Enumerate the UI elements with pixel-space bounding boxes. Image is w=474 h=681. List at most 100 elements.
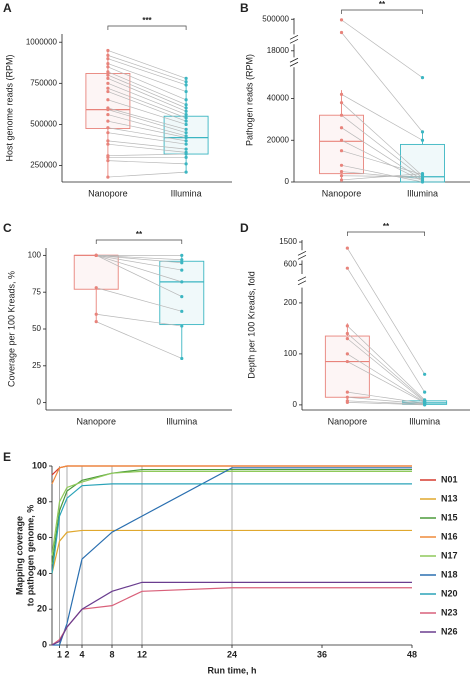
x-tick-label: 24 — [227, 649, 237, 659]
point — [180, 261, 184, 265]
x-tick-label: Nanopore — [322, 188, 362, 198]
pair-line — [347, 267, 425, 393]
axis-break — [289, 61, 299, 67]
point — [184, 116, 188, 120]
pair-line — [107, 58, 187, 86]
axis-break — [289, 38, 299, 44]
point — [420, 76, 425, 80]
y-tick-label: 100 — [28, 250, 42, 259]
box — [324, 335, 370, 398]
point — [339, 113, 344, 117]
point — [339, 149, 344, 153]
y-axis-label: Mapping coverage — [14, 516, 24, 595]
point — [106, 48, 110, 53]
point — [106, 73, 110, 77]
point — [345, 352, 349, 356]
point — [420, 130, 425, 134]
y-tick-label: 0 — [285, 177, 290, 186]
y-axis-label: Coverage per 100 Kreads, % — [6, 271, 16, 387]
point — [339, 92, 344, 96]
point — [423, 390, 427, 394]
y-tick-label: 200 — [284, 298, 298, 307]
pair-line — [107, 127, 187, 142]
series-line — [51, 465, 412, 485]
pair-line — [96, 321, 182, 359]
x-tick-label: Illumina — [409, 416, 440, 426]
series-line — [51, 483, 412, 574]
y-tick-label: 0 — [293, 400, 298, 409]
box — [73, 254, 119, 290]
y-axis-label: to pathogen genome, % — [25, 505, 35, 607]
significance-bracket — [347, 231, 425, 236]
y-tick-label: 20000 — [267, 135, 290, 144]
pair-line — [107, 91, 187, 122]
y-axis-label: Depth per 100 Kreads, fold — [246, 271, 256, 379]
y-tick-label: 18000 — [267, 46, 290, 55]
x-tick-label: 12 — [137, 649, 147, 659]
axis-break — [297, 276, 307, 282]
pair-line — [347, 325, 425, 401]
significance-bracket — [107, 25, 187, 30]
point — [184, 152, 188, 156]
x-tick-label: 48 — [407, 649, 417, 659]
significance: ** — [379, 0, 386, 9]
y-tick-label: 25 — [32, 361, 41, 370]
point — [345, 324, 349, 328]
point — [106, 57, 110, 61]
pair-line — [96, 255, 182, 271]
x-tick-label: Nanopore — [328, 416, 368, 426]
y-tick-label: 40000 — [267, 94, 290, 103]
y-tick-label: 75 — [32, 287, 41, 296]
legend-label: N15 — [441, 512, 458, 522]
pair-line — [107, 50, 187, 79]
point — [184, 127, 188, 131]
point — [184, 83, 188, 87]
point — [106, 98, 110, 102]
point — [106, 108, 110, 112]
pair-line — [107, 109, 187, 134]
point — [106, 89, 110, 94]
panel-letter: E — [3, 450, 11, 464]
axis-break — [289, 57, 299, 63]
point — [420, 138, 425, 142]
x-tick-label: 8 — [109, 649, 114, 659]
pair-line — [341, 127, 423, 181]
point — [345, 331, 349, 336]
point — [345, 359, 349, 364]
point — [345, 390, 349, 394]
point — [106, 81, 110, 85]
point — [106, 86, 110, 90]
significance: *** — [142, 16, 152, 25]
point — [420, 172, 425, 176]
pair-line — [347, 333, 425, 402]
pair-line — [107, 99, 187, 125]
pair-line — [96, 255, 182, 264]
pair-line — [341, 102, 423, 176]
legend-label: N16 — [441, 531, 458, 541]
pair-line — [341, 94, 423, 141]
x-tick-label: 2 — [64, 649, 69, 659]
box — [400, 143, 445, 183]
point — [180, 258, 184, 262]
point — [106, 119, 110, 123]
series-line — [51, 529, 412, 574]
y-tick-label: 60 — [37, 532, 47, 542]
legend-label: N23 — [441, 607, 458, 617]
y-tick-label: 1000000 — [26, 37, 58, 46]
point — [184, 89, 188, 94]
pair-line — [347, 353, 425, 403]
pair-line — [341, 19, 423, 78]
point — [339, 178, 344, 182]
y-tick-label: 20 — [37, 604, 47, 614]
point — [94, 312, 98, 316]
pair-line — [107, 87, 187, 119]
pair-line — [341, 150, 423, 176]
x-tick-label: 1 — [57, 649, 62, 659]
point — [339, 18, 344, 22]
pair-line — [107, 107, 187, 130]
point — [106, 126, 110, 130]
point — [339, 163, 344, 167]
point — [184, 103, 188, 107]
point — [184, 76, 188, 80]
point — [420, 180, 425, 184]
